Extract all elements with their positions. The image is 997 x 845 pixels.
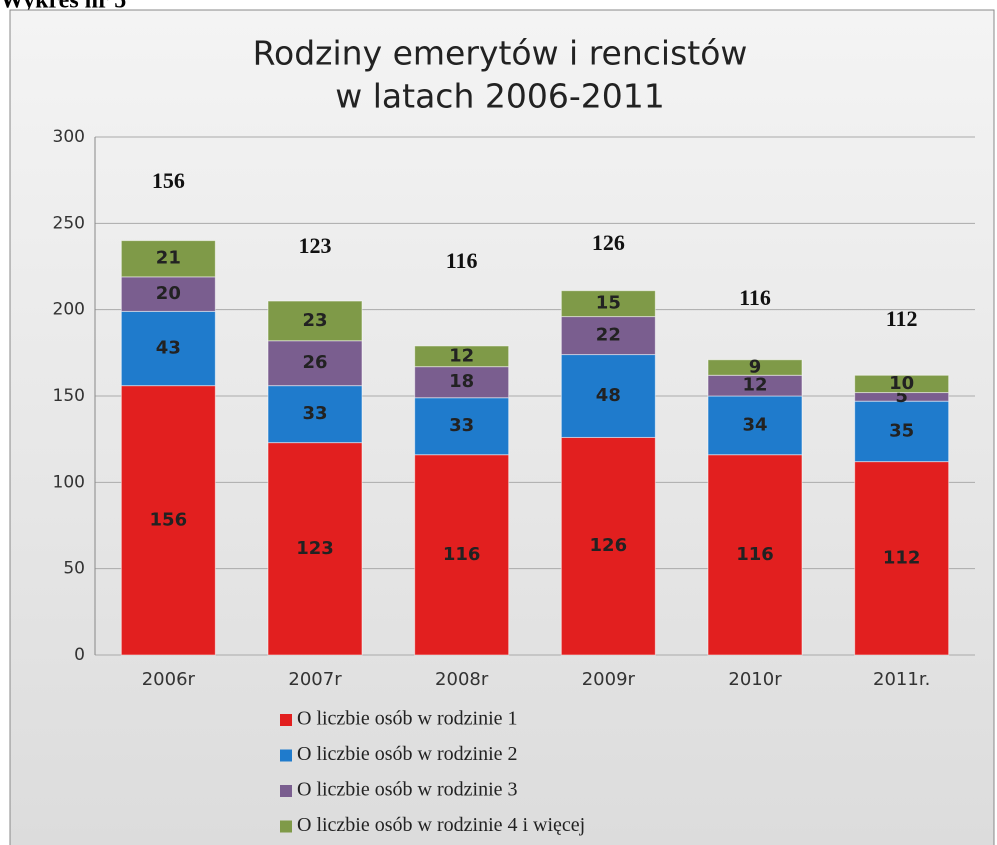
y-tick-label: 300 [53,127,85,147]
data-label: 156 [150,509,188,530]
data-label: 35 [889,420,914,441]
y-tick-label: 150 [53,386,85,406]
bar-segment [560,436,656,656]
annotation: 123 [299,233,332,258]
bar-segment [267,442,363,656]
legend-marker [280,714,292,726]
legend-marker [280,820,292,833]
bar-segment [707,359,803,376]
data-label: 123 [296,538,334,559]
annotation: 116 [739,285,771,310]
legend-marker [280,785,292,797]
legend-label: O liczbie osób w rodzinie 2 [297,743,518,765]
data-label: 26 [302,352,327,373]
data-label: 12 [449,345,474,366]
y-tick-label: 0 [74,645,85,665]
x-tick-label: 2009r [582,669,636,690]
bar-segment [120,240,216,278]
y-tick-label: 100 [53,472,85,492]
bar-segment [414,397,510,456]
bar-segment [560,290,656,318]
data-label: 21 [156,248,181,269]
bar-segment [267,340,363,387]
data-label: 34 [742,414,767,435]
data-label: 116 [736,544,774,565]
annotation: 156 [152,168,185,193]
data-label: 112 [883,547,921,568]
annotation: 116 [446,248,478,273]
data-label: 20 [156,283,181,304]
legend-label: O liczbie osób w rodzinie 3 [297,779,518,801]
y-tick-label: 250 [53,213,85,233]
data-label: 33 [449,415,474,436]
x-tick-label: 2006r [142,669,196,690]
data-label: 126 [590,535,628,556]
chart-title: w latach 2006-2011 [335,77,664,116]
bar-segment [414,345,510,368]
bar-segment [414,366,510,399]
data-label: 116 [443,544,481,565]
bar-segment [707,454,803,656]
data-label: 12 [742,375,767,396]
legend-marker [280,749,292,762]
data-label: 23 [302,310,327,331]
x-tick-label: 2010r [728,669,782,690]
chart-title: Rodziny emerytów i rencistów [253,34,748,73]
data-label: 48 [596,385,621,406]
legend-label: O liczbie osób w rodzinie 1 [297,708,518,730]
data-label: 18 [449,371,474,392]
bar-segment [267,385,363,444]
x-tick-label: 2008r [435,669,489,690]
annotation: 126 [592,230,625,255]
data-label: 15 [596,293,621,314]
data-label: 9 [749,357,762,378]
y-tick-label: 50 [63,559,85,579]
bar-segment [560,354,656,438]
data-label: 10 [889,373,914,394]
legend-label: O liczbie osób w rodzinie 4 i więcej [297,814,585,836]
bar-segment [854,461,950,656]
x-tick-label: 2007r [288,669,342,690]
x-tick-label: 2011r. [873,669,930,690]
data-label: 22 [596,325,621,346]
data-label: 43 [156,338,181,359]
data-label: 33 [302,403,327,424]
bar-segment [854,374,950,394]
annotation: 112 [886,306,918,331]
bar-segment [707,395,803,456]
bar-segment [414,454,510,656]
bar-segment [267,300,363,342]
y-tick-label: 200 [53,300,85,320]
